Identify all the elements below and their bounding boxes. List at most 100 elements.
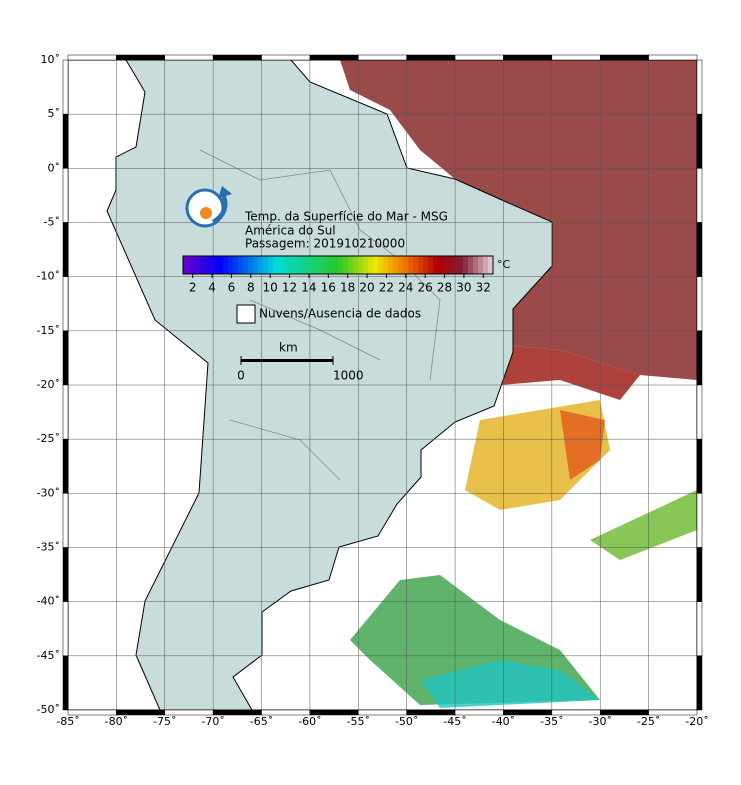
frame-segment [696,59,703,115]
colorbar: 2 4 6 8 10 12 14 16 18 20 22 24 26 28 30 32 [182,255,494,295]
lat-tick-label: -40˚ [37,595,60,608]
colorbar-cell [398,256,404,274]
colorbar-cell [358,256,364,274]
colorbar-cell [273,256,279,274]
colorbar-cell [458,256,464,274]
colorbar-cell [318,256,324,274]
colorbar-cell [213,256,219,274]
colorbar-cell [468,256,474,274]
colorbar-cell [293,256,299,274]
colorbar-cell [478,256,484,274]
colorbar-tick-label: 24 [398,281,413,295]
colorbar-cell [338,256,344,274]
colorbar-cell [488,256,494,274]
lat-tick-label: -15˚ [37,324,60,337]
colorbar-cell [378,256,384,274]
frame-segment [62,168,69,223]
lat-tick-label: -25˚ [37,432,60,445]
lon-tick-label: -75˚ [153,715,176,728]
title-line: Passagem: 201910210000 [245,237,405,251]
colorbar-cell [298,256,304,274]
frame-segment [62,493,69,548]
colorbar-cell [243,256,249,274]
frame-segment [696,222,703,277]
frame-segment [62,655,69,711]
colorbar-cell [203,256,209,274]
colorbar-cell [218,256,224,274]
lat-tick-label: 5˚ [48,107,61,120]
frame-segment [503,54,553,61]
colorbar-cell [333,256,339,274]
colorbar-cell [238,256,244,274]
sst-warm [470,345,640,400]
colorbar-cell [348,256,354,274]
sst-warm [340,60,697,380]
colorbar-cell [223,256,229,274]
colorbar-cell [263,256,269,274]
colorbar-tick-label: 26 [418,281,433,295]
colorbar-cell [323,256,329,274]
colorbar-cell [353,256,359,274]
colorbar-cell [453,256,459,274]
colorbar-cell [313,256,319,274]
colorbar-tick-label: 10 [263,281,278,295]
lon-tick-label: -85˚ [56,715,79,728]
colorbar-cell [228,256,234,274]
lat-tick-label: -5˚ [44,216,60,229]
frame-segment [62,601,69,657]
frame-segment [116,54,166,61]
lat-tick-label: -10˚ [37,270,60,283]
lon-tick-label: -25˚ [637,715,660,728]
colorbar-cell [283,256,289,274]
borders [199,149,441,481]
frame-segment [696,168,703,223]
frame-segment [696,330,703,386]
legend-swatch [236,304,256,324]
lon-tick-label: -50˚ [395,715,418,728]
frame-segment [62,384,69,440]
colorbar-cell [363,256,369,274]
colorbar-cell [483,256,489,274]
lon-tick-label: -70˚ [201,715,224,728]
colorbar-tick-label: 22 [379,281,394,295]
colorbar-cell [233,256,239,274]
lat-tick-label: -35˚ [37,541,60,554]
frame-segment [62,438,69,494]
scale-bar: 0 1000 [237,356,364,383]
lon-tick-label: -55˚ [347,715,370,728]
colorbar-tick-label: 4 [208,281,216,295]
lat-tick-label: -20˚ [37,378,60,391]
colorbar-tick-label: 12 [282,281,297,295]
lon-tick-label: -20˚ [685,715,708,728]
colorbar-tick-label: 8 [247,281,255,295]
lat-tick-label: 0˚ [48,161,61,174]
colorbar-cell [208,256,214,274]
grid [67,59,698,711]
colorbar-cell [278,256,284,274]
colorbar-cell [418,256,424,274]
colorbar-cell [303,256,309,274]
colorbar-cell [308,256,314,274]
colorbar-cell [268,256,274,274]
colorbar-cell [188,256,194,274]
frame-segment [62,113,69,169]
frame-segment [406,54,456,61]
sst-mid [560,410,605,480]
frame-segment [358,54,407,61]
frame-segment [599,54,649,61]
lat-tick-label: -50˚ [37,703,60,716]
colorbar-cell [443,256,449,274]
frame-segment [696,113,703,169]
colorbar-cell [343,256,349,274]
frame-segment [261,54,311,61]
colorbar-cell [463,256,469,274]
lat-tick-label: 10˚ [41,53,61,66]
frame-segment [696,655,703,711]
colorbar-tick-label: 6 [228,281,236,295]
colorbar-cell [428,256,434,274]
lat-tick-label: -30˚ [37,486,60,499]
frame-segment [696,276,703,332]
frame-segment [648,54,698,61]
frame-segment [696,601,703,657]
scale-tick-label: 1000 [333,369,364,383]
